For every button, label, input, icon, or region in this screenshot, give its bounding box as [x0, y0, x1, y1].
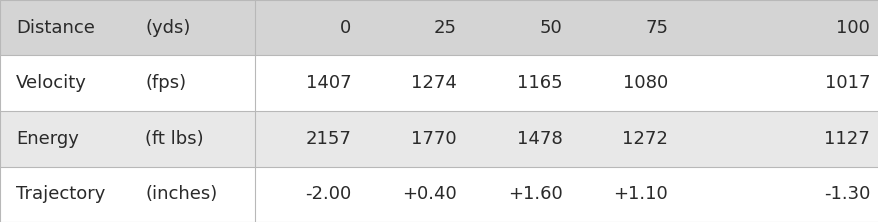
Text: 1080: 1080 [623, 74, 667, 92]
Text: 25: 25 [434, 19, 457, 37]
Text: (inches): (inches) [145, 185, 217, 203]
Text: 1272: 1272 [622, 130, 667, 148]
Text: Trajectory: Trajectory [16, 185, 105, 203]
Text: 1165: 1165 [516, 74, 562, 92]
Text: Distance: Distance [16, 19, 95, 37]
Text: 50: 50 [539, 19, 562, 37]
Text: 1770: 1770 [411, 130, 457, 148]
Bar [0, 111, 878, 166]
Text: 2157: 2157 [306, 130, 351, 148]
Text: 100: 100 [835, 19, 869, 37]
Text: 75: 75 [644, 19, 667, 37]
Text: (fps): (fps) [145, 74, 186, 92]
Bar [0, 56, 878, 111]
Text: Velocity: Velocity [16, 74, 87, 92]
Text: 1274: 1274 [411, 74, 457, 92]
Text: (yds): (yds) [145, 19, 191, 37]
Text: Energy: Energy [16, 130, 79, 148]
Bar [0, 0, 878, 56]
Text: 1407: 1407 [306, 74, 351, 92]
Text: -2.00: -2.00 [305, 185, 351, 203]
Text: -1.30: -1.30 [823, 185, 869, 203]
Text: +0.40: +0.40 [402, 185, 457, 203]
Text: (ft lbs): (ft lbs) [145, 130, 204, 148]
Text: 0: 0 [340, 19, 351, 37]
Text: +1.10: +1.10 [613, 185, 667, 203]
Bar [0, 166, 878, 222]
Text: +1.60: +1.60 [507, 185, 562, 203]
Text: 1017: 1017 [824, 74, 869, 92]
Text: 1127: 1127 [824, 130, 869, 148]
Text: 1478: 1478 [516, 130, 562, 148]
